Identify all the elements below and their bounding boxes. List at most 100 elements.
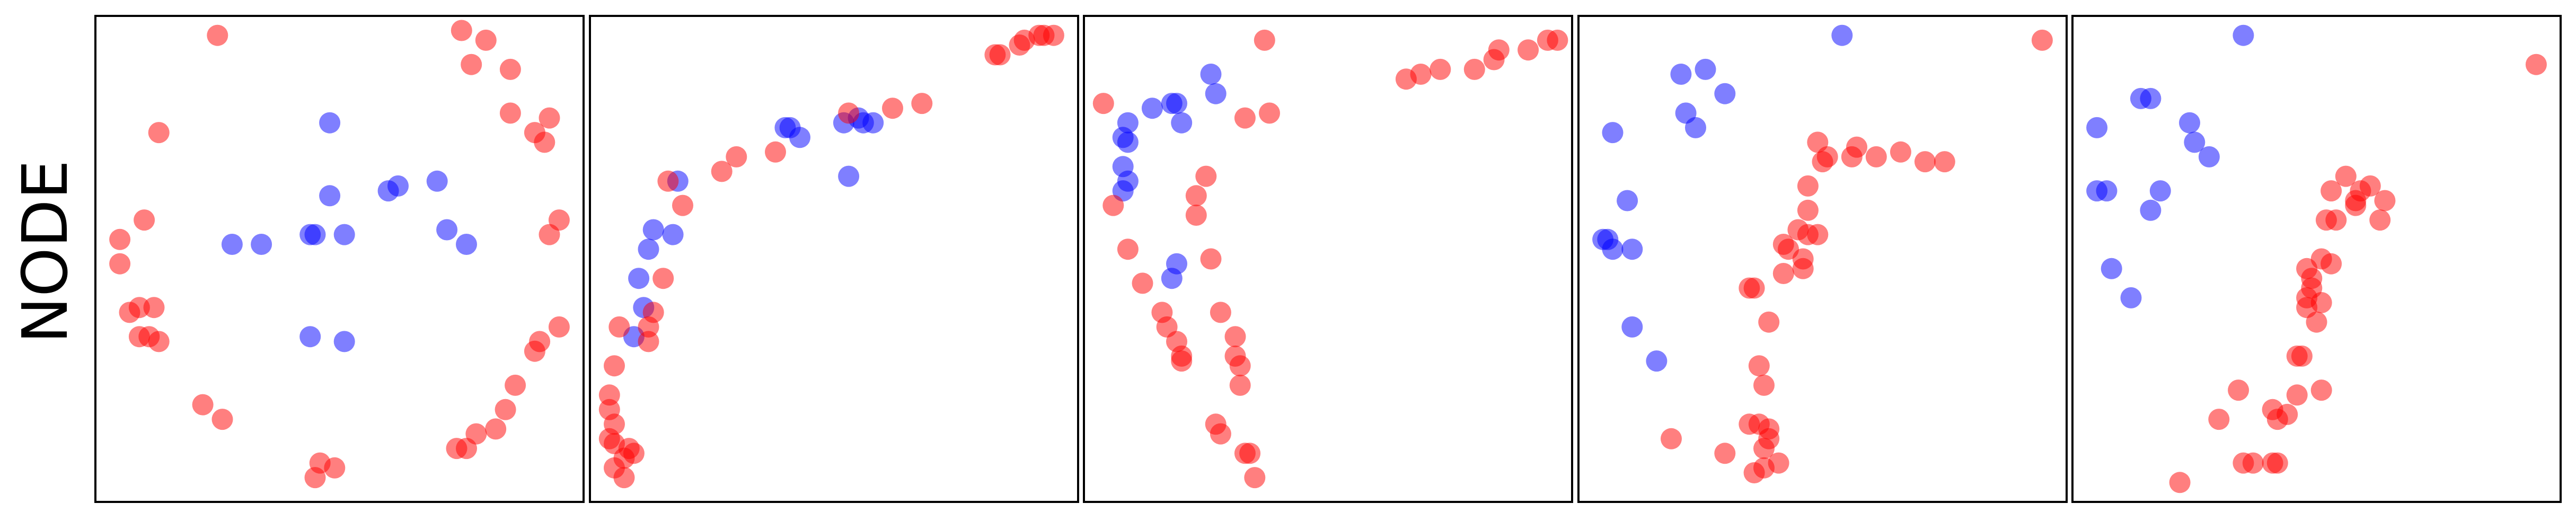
data-point bbox=[436, 219, 458, 241]
data-point bbox=[2310, 379, 2332, 401]
data-point bbox=[1488, 39, 1510, 61]
data-point bbox=[2169, 472, 2191, 493]
data-point bbox=[711, 161, 733, 182]
data-point bbox=[1753, 438, 1775, 460]
data-point bbox=[304, 467, 326, 489]
data-point bbox=[2321, 180, 2342, 202]
data-point bbox=[1117, 239, 1139, 260]
data-point bbox=[1200, 248, 1222, 270]
data-point bbox=[2086, 117, 2108, 138]
data-point bbox=[1792, 258, 1814, 279]
data-point bbox=[1685, 117, 1706, 138]
data-point bbox=[499, 102, 521, 124]
data-point bbox=[1141, 98, 1163, 119]
data-point bbox=[1229, 374, 1251, 396]
data-point bbox=[495, 399, 516, 420]
scatter-panel-5 bbox=[2071, 15, 2562, 503]
scatter-panel-1 bbox=[94, 15, 585, 503]
data-point bbox=[672, 195, 693, 216]
data-point bbox=[1602, 239, 1624, 260]
data-point bbox=[598, 384, 620, 406]
data-point bbox=[1171, 350, 1193, 372]
data-point bbox=[1816, 146, 1838, 167]
data-point bbox=[2374, 190, 2396, 211]
data-point bbox=[2242, 452, 2264, 474]
data-point bbox=[109, 253, 131, 275]
data-point bbox=[1617, 190, 1638, 211]
data-point bbox=[534, 131, 555, 153]
data-point bbox=[299, 326, 321, 348]
data-point bbox=[1518, 39, 1539, 61]
data-point bbox=[2525, 54, 2547, 75]
data-point bbox=[1161, 268, 1183, 289]
data-point bbox=[1244, 467, 1266, 489]
data-point bbox=[1171, 112, 1193, 134]
scatter-panel-4 bbox=[1577, 15, 2068, 503]
data-point bbox=[2345, 195, 2367, 216]
data-point bbox=[662, 224, 684, 245]
data-point bbox=[2335, 165, 2357, 187]
data-point bbox=[539, 224, 560, 245]
panel-frame bbox=[1083, 15, 1573, 503]
data-point bbox=[1254, 29, 1275, 51]
scatter-panel-2 bbox=[589, 15, 1079, 503]
data-point bbox=[2286, 384, 2308, 406]
data-point bbox=[1753, 374, 1775, 396]
data-point bbox=[838, 165, 860, 187]
data-point bbox=[1092, 93, 1114, 114]
data-point bbox=[1229, 355, 1251, 377]
data-point bbox=[1758, 311, 1780, 333]
data-point bbox=[499, 58, 521, 80]
data-point bbox=[604, 355, 625, 377]
data-point bbox=[524, 340, 545, 362]
data-point bbox=[1043, 24, 1064, 46]
data-point bbox=[765, 141, 786, 163]
data-point bbox=[1797, 175, 1819, 197]
scatter-panel-3 bbox=[1083, 15, 1573, 503]
data-point bbox=[1117, 131, 1139, 153]
data-point bbox=[657, 170, 679, 192]
data-point bbox=[628, 268, 650, 289]
data-point bbox=[1646, 350, 1668, 372]
data-point bbox=[2359, 175, 2381, 197]
data-point bbox=[1602, 122, 1624, 144]
data-point bbox=[2101, 258, 2122, 279]
data-point bbox=[1714, 83, 1736, 104]
data-point bbox=[642, 219, 664, 241]
data-point bbox=[1430, 58, 1451, 80]
data-point bbox=[319, 112, 341, 134]
data-point bbox=[726, 146, 747, 167]
data-point bbox=[1205, 83, 1227, 104]
data-point bbox=[1846, 136, 1867, 158]
data-point bbox=[2233, 24, 2254, 46]
data-point bbox=[838, 102, 860, 124]
data-point bbox=[1934, 151, 1955, 173]
data-point bbox=[539, 107, 560, 129]
data-point bbox=[128, 297, 150, 319]
data-point bbox=[2291, 345, 2313, 367]
data-point bbox=[1890, 141, 1911, 163]
data-point bbox=[134, 209, 155, 231]
data-point bbox=[1914, 151, 1936, 173]
data-point bbox=[1547, 29, 1568, 51]
data-point bbox=[1739, 277, 1760, 299]
data-point bbox=[505, 374, 526, 396]
data-point bbox=[638, 316, 659, 338]
data-point bbox=[2031, 29, 2053, 51]
data-point bbox=[485, 418, 507, 440]
data-point bbox=[2325, 209, 2347, 231]
data-point bbox=[1195, 165, 1217, 187]
row-label: NODE bbox=[8, 160, 82, 344]
data-point bbox=[1661, 428, 1682, 449]
data-point bbox=[1865, 146, 1887, 167]
data-point bbox=[221, 234, 243, 255]
data-point bbox=[299, 224, 321, 245]
data-point bbox=[333, 224, 355, 245]
data-point bbox=[1185, 205, 1207, 226]
data-point bbox=[324, 457, 346, 479]
data-point bbox=[1210, 423, 1231, 445]
data-point bbox=[638, 239, 659, 260]
data-point bbox=[1259, 102, 1280, 124]
data-point bbox=[1772, 263, 1794, 284]
